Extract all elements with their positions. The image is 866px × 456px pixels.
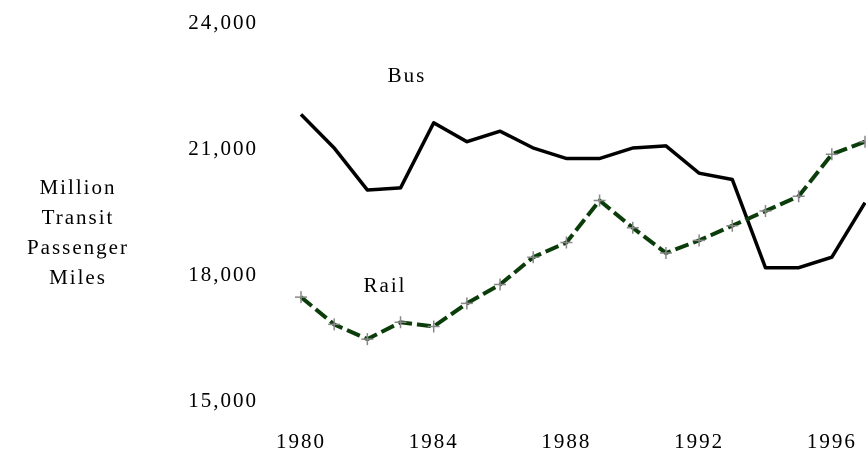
y-tick-label: 18,000: [188, 262, 258, 286]
marker: [394, 316, 407, 329]
marker: [295, 291, 307, 304]
series-label: Rail: [364, 273, 407, 297]
y-axis-label: Million Transit Passenger Miles: [27, 175, 129, 289]
x-tick-label: 1996: [807, 429, 857, 453]
series-line: [299, 139, 866, 342]
x-tick-label: 1980: [276, 429, 326, 453]
marker: [527, 251, 540, 264]
x-tick-label: 1984: [409, 429, 459, 453]
marker: [593, 194, 606, 207]
marker: [427, 320, 440, 333]
marker: [361, 333, 374, 346]
marker: [693, 234, 706, 247]
marker: [792, 190, 805, 203]
marker: [560, 236, 573, 249]
y-tick-label: 21,000: [188, 136, 258, 160]
marker: [328, 318, 341, 331]
marker: [626, 221, 639, 234]
series-label: Bus: [388, 63, 427, 87]
marker: [859, 135, 866, 148]
marker: [759, 205, 772, 217]
marker: [460, 297, 473, 310]
series-line: [299, 113, 866, 270]
marker: [825, 148, 838, 161]
x-tick-label: 1992: [674, 429, 724, 453]
marker: [726, 219, 739, 232]
y-tick-label: 24,000: [188, 10, 258, 34]
x-tick-label: 1988: [541, 429, 591, 453]
y-tick-label: 15,000: [188, 388, 258, 412]
marker: [659, 247, 672, 259]
marker: [494, 278, 507, 291]
